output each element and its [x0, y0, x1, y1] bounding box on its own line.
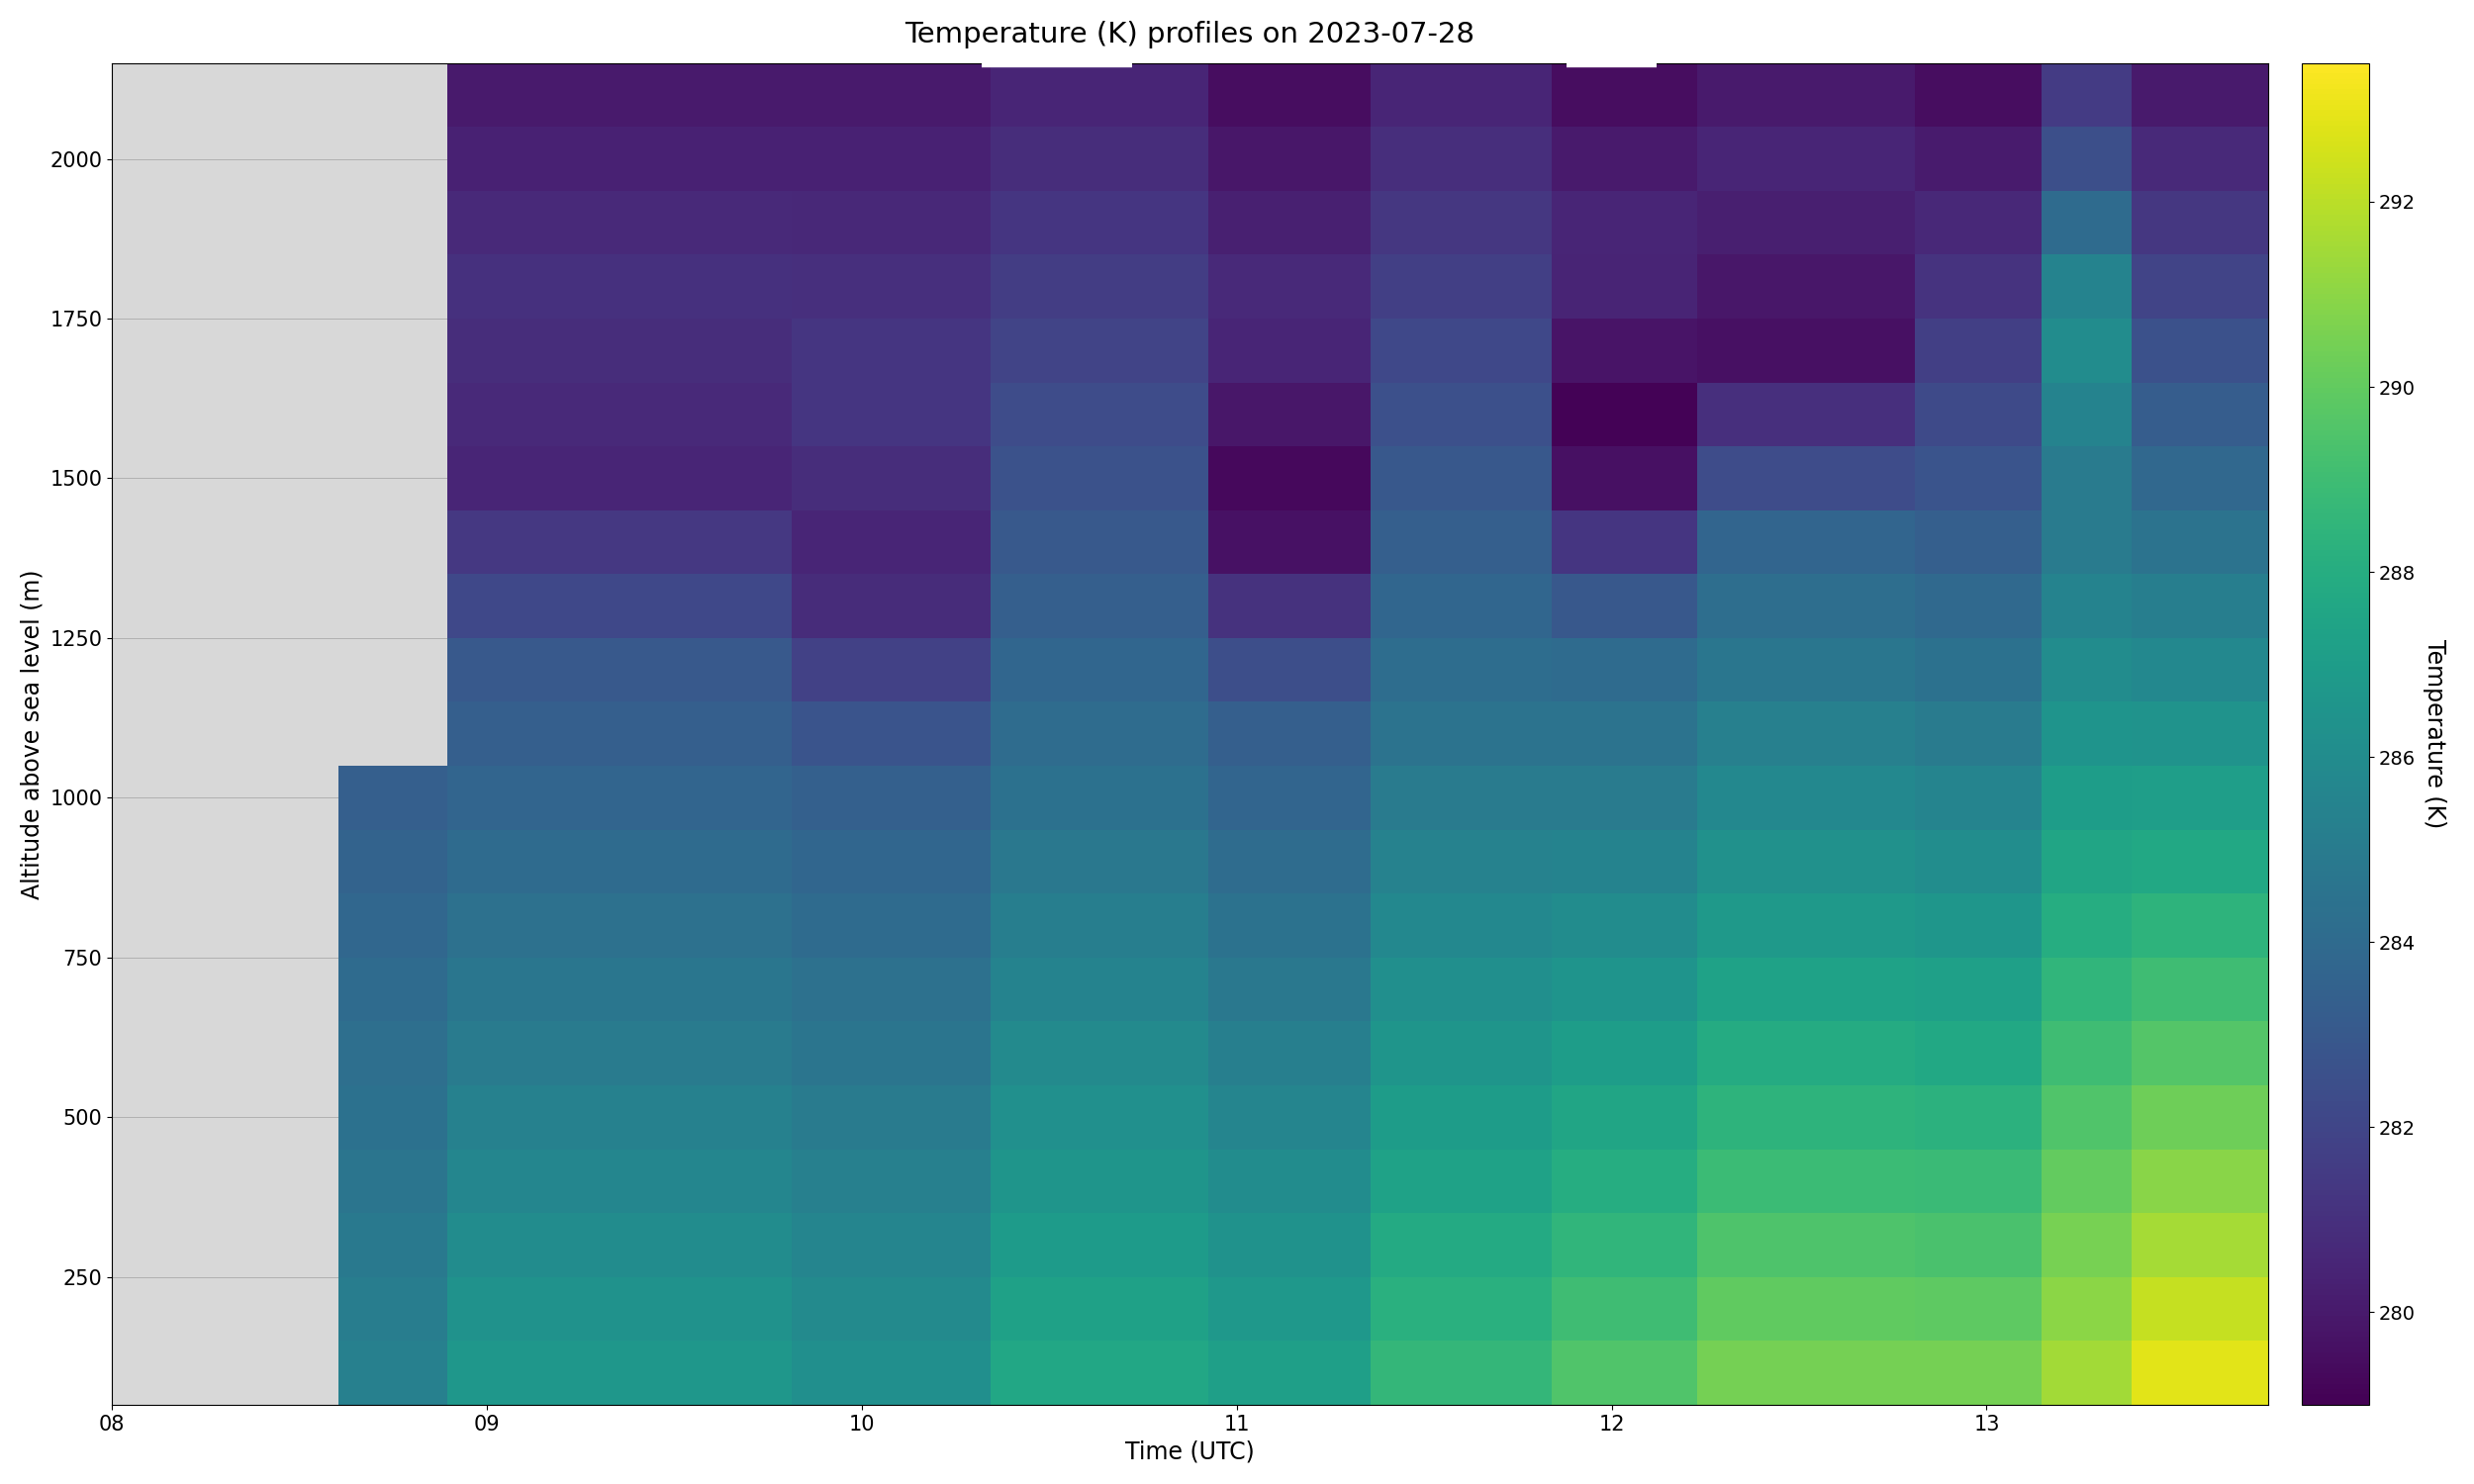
- Y-axis label: Altitude above sea level (m): Altitude above sea level (m): [20, 568, 45, 899]
- Title: Temperature (K) profiles on 2023-07-28: Temperature (K) profiles on 2023-07-28: [905, 21, 1475, 49]
- Y-axis label: Temperature (K): Temperature (K): [2422, 640, 2447, 828]
- X-axis label: Time (UTC): Time (UTC): [1126, 1439, 1254, 1463]
